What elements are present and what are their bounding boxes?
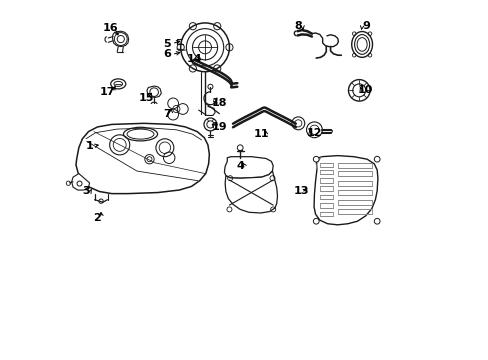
Text: 9: 9 (362, 21, 369, 31)
Text: 18: 18 (211, 98, 227, 108)
Polygon shape (76, 123, 209, 194)
Text: 15: 15 (138, 93, 153, 103)
Circle shape (373, 156, 379, 162)
Text: 14: 14 (186, 54, 202, 64)
Text: 17: 17 (100, 87, 115, 97)
Text: 16: 16 (102, 23, 118, 33)
Polygon shape (147, 86, 161, 98)
Text: 12: 12 (306, 128, 322, 138)
Polygon shape (112, 31, 128, 46)
Polygon shape (224, 157, 273, 178)
Text: 4: 4 (236, 161, 244, 171)
Text: 2: 2 (93, 213, 101, 222)
Text: 6: 6 (163, 49, 171, 59)
Text: 5: 5 (163, 39, 171, 49)
Circle shape (167, 109, 178, 120)
Text: 1: 1 (85, 141, 93, 151)
Circle shape (167, 98, 178, 109)
Polygon shape (224, 171, 277, 213)
Text: 11: 11 (253, 129, 269, 139)
Text: 10: 10 (357, 85, 373, 95)
Text: 8: 8 (294, 21, 302, 31)
Circle shape (313, 219, 319, 224)
Text: 3: 3 (82, 186, 90, 197)
Text: 19: 19 (211, 122, 227, 132)
Polygon shape (72, 174, 89, 190)
Text: 7: 7 (163, 109, 170, 119)
Polygon shape (313, 156, 377, 225)
Circle shape (373, 219, 379, 224)
Circle shape (313, 156, 319, 162)
Circle shape (177, 104, 188, 114)
Text: 13: 13 (293, 186, 308, 197)
